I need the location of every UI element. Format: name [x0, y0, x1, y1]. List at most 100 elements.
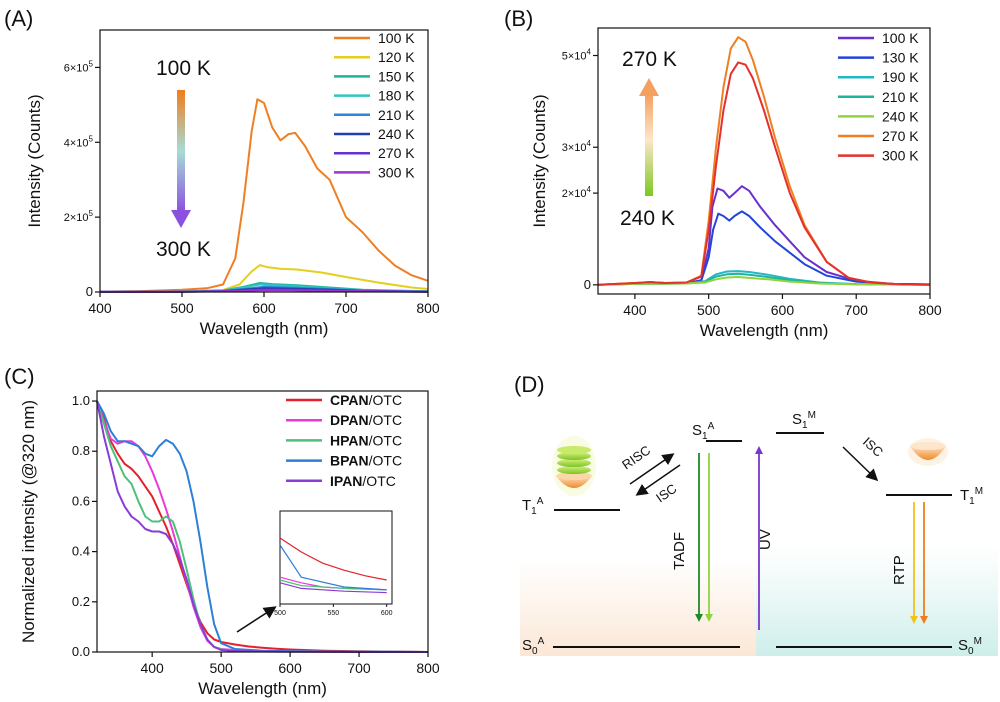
tadf-emitter-icon	[552, 436, 596, 496]
isc-right-arrow	[842, 446, 879, 482]
annotation-arrow-shaft	[177, 90, 185, 212]
y-tick-label: 0.6	[72, 493, 90, 508]
legend-label: 240 K	[378, 126, 415, 142]
panel-tag-a: (A)	[4, 6, 33, 31]
y-tick-label: 0.8	[72, 443, 90, 458]
series-line-c-4	[96, 400, 428, 653]
y-tick-label: 6×105	[64, 59, 94, 74]
legend-label: 210 K	[882, 89, 919, 105]
tadf-arrows	[695, 453, 713, 622]
chart-c: 400 500 600 700 800 0.0 0.2 0.4 0.6 0.8 1.0 Wavelen…	[19, 390, 440, 698]
y-tick-label: 0	[86, 284, 93, 299]
risc-arrow	[629, 453, 675, 485]
legend-label: 270 K	[882, 128, 919, 144]
y-tick-label: 0.4	[72, 544, 90, 559]
inset-tick-label: 500	[274, 610, 286, 617]
x-tick-label: 700	[347, 660, 371, 676]
inset-series-line-2	[279, 579, 387, 591]
isc-right-label: ISC	[860, 434, 886, 460]
rtp-arrow-yellow-head	[910, 616, 918, 624]
legend-label: HPAN/OTC	[330, 432, 402, 448]
inset-series-line-0	[279, 537, 387, 581]
legend-label: 210 K	[378, 107, 415, 123]
legend-label: 190 K	[882, 69, 919, 85]
legend-label: IPAN/OTC	[330, 473, 396, 489]
x-tick-label: 600	[278, 660, 302, 676]
annotation-top: 270 K	[622, 48, 677, 71]
panel-tag-b: (B)	[504, 6, 533, 31]
s0m-label: S0M	[958, 636, 982, 657]
series-line-b-6	[597, 61, 931, 286]
legend-label: 240 K	[882, 108, 919, 124]
risc-label: RISC	[619, 442, 653, 472]
y-tick-label: 2×105	[64, 209, 94, 224]
y-axis-label: Intensity (Counts)	[530, 94, 549, 227]
y-tick-label: 3×104	[562, 139, 592, 154]
panel-tag-d: (D)	[514, 372, 545, 397]
y-tick-label: 2×104	[562, 185, 592, 200]
legend-label: CPAN/OTC	[330, 392, 402, 408]
x-tick-label: 500	[170, 300, 194, 316]
legend-label: 120 K	[378, 49, 415, 65]
chart-b: 400 500 600 700 800 0 2×104 3×104 5×104 Wavelengt…	[530, 27, 942, 340]
uv-arrow-line-head	[755, 446, 763, 454]
legend-label: 180 K	[378, 88, 415, 104]
rtp-arrows	[910, 502, 928, 624]
y-tick-label: 0	[584, 277, 591, 292]
chart-a: 400 500 600 700 800 0 2×105 4×105 6×105 Wavelengt…	[25, 29, 440, 338]
legend-label: 100 K	[378, 30, 415, 46]
series-line-a-0	[99, 98, 429, 293]
annotation-bottom: 300 K	[156, 238, 211, 261]
y-axis-label: Normalized intensity (@320 nm)	[19, 400, 38, 643]
y-tick-label: 5×104	[562, 48, 592, 63]
x-tick-label: 400	[88, 300, 112, 316]
uv-arrow	[755, 446, 763, 630]
x-tick-label: 700	[845, 302, 869, 318]
annotation-bottom: 240 K	[620, 207, 675, 230]
fluorophore-region	[520, 560, 756, 656]
tadf-label: TADF	[671, 532, 688, 570]
inset-tick-label: 550	[327, 610, 339, 617]
rtp-arrow-orange-head	[920, 616, 928, 624]
x-axis-label: Wavelength (nm)	[200, 319, 329, 338]
y-axis-label: Intensity (Counts)	[25, 94, 44, 227]
x-tick-label: 400	[623, 302, 647, 318]
x-tick-label: 600	[252, 300, 276, 316]
inset-pointer-arrow	[236, 606, 277, 633]
legend-label: BPAN/OTC	[330, 453, 402, 469]
x-tick-label: 400	[140, 660, 164, 676]
isc-left-label: ISC	[653, 481, 679, 506]
plot-frame	[96, 390, 429, 653]
legend-label: 150 K	[378, 68, 415, 84]
inset-tick-label: 600	[381, 610, 393, 617]
matrix-region	[756, 545, 998, 656]
tadf-arrow-light-head	[705, 614, 713, 622]
inset-series-line-3	[279, 544, 387, 591]
x-axis-label: Wavelength (nm)	[700, 321, 829, 340]
tadf-arrow-dark-head	[695, 614, 703, 622]
x-tick-label: 800	[918, 302, 942, 318]
s1m-label: S1M	[792, 410, 816, 431]
s1a-label: S1A	[692, 421, 715, 442]
isc-left-arrow	[635, 464, 681, 496]
legend-label: 270 K	[378, 145, 415, 161]
legend-label: DPAN/OTC	[330, 412, 402, 428]
y-tick-label: 0.0	[72, 644, 90, 659]
s0a-label: S0A	[522, 636, 545, 657]
legend-label: 300 K	[378, 164, 415, 180]
t1a-label: T1A	[522, 496, 544, 517]
y-tick-label: 1.0	[72, 393, 90, 408]
series-line-b-0	[597, 185, 931, 286]
series-line-c-3	[96, 400, 429, 653]
legend-label: 300 K	[882, 148, 919, 164]
plot-frame	[597, 27, 931, 295]
x-tick-label: 800	[416, 300, 440, 316]
inset-series-line-4	[279, 582, 387, 594]
annotation-top: 100 K	[156, 57, 211, 80]
t1m-label: T1M	[960, 486, 983, 507]
legend-label: 100 K	[882, 30, 919, 46]
rtp-label: RTP	[891, 555, 908, 585]
annotation-arrow-shaft	[645, 94, 653, 196]
uv-label: UV	[757, 529, 774, 550]
annotation-arrow-head	[639, 78, 659, 96]
